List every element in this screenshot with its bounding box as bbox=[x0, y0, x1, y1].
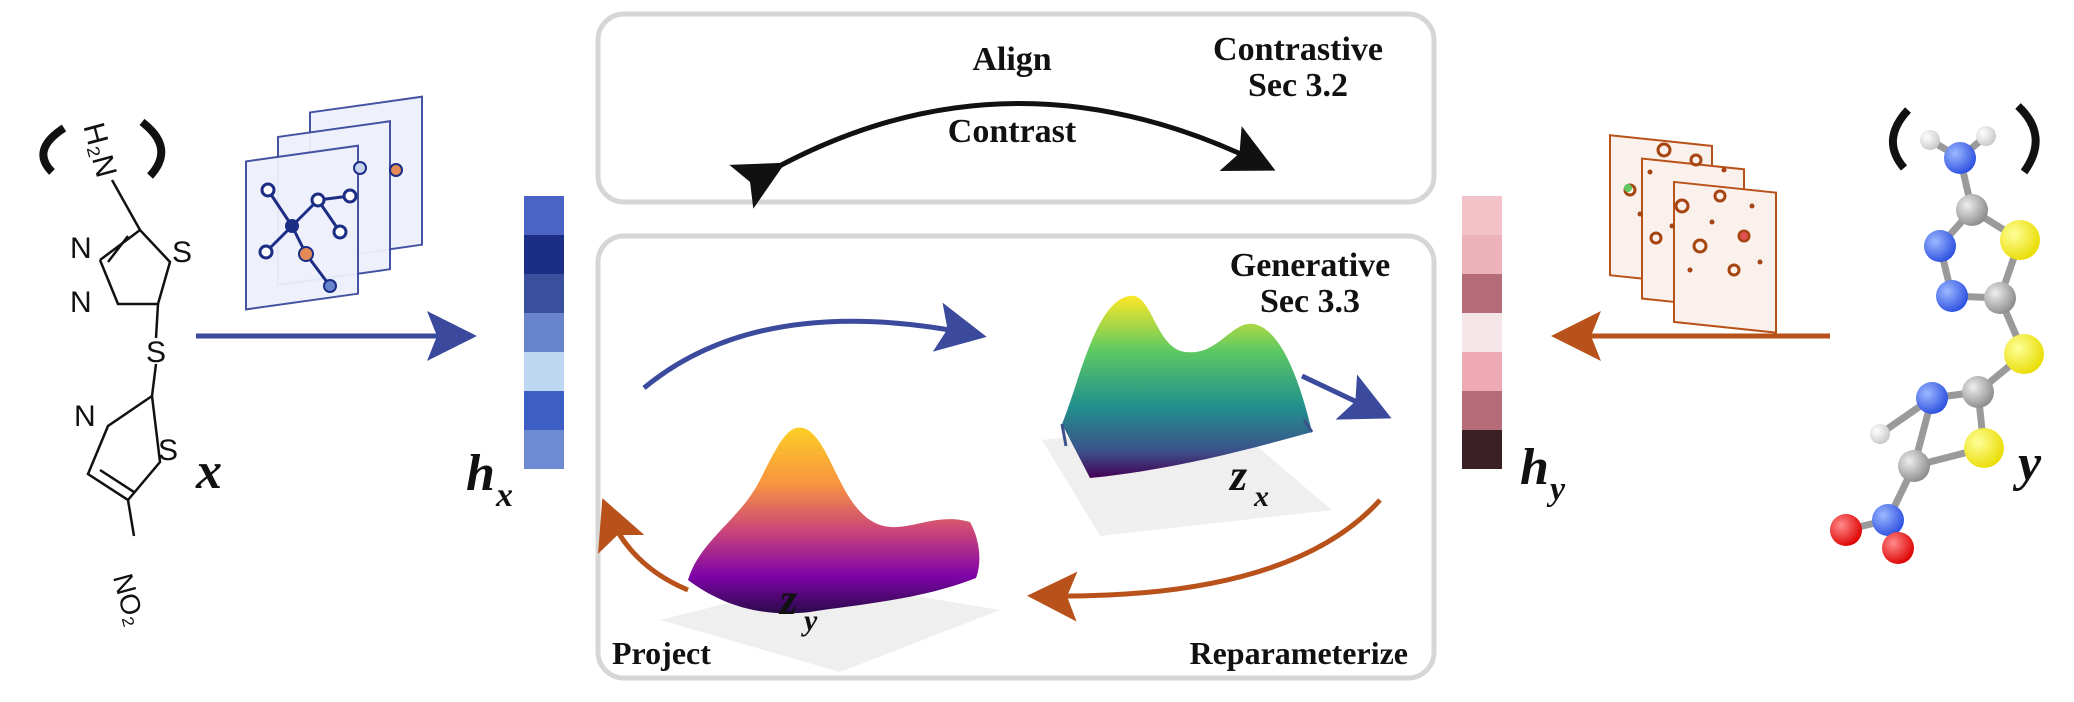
contrastive-section: Sec 3.2 bbox=[1248, 67, 1348, 104]
point-cloud-layers-icon bbox=[1609, 134, 1777, 334]
hy-sub: y bbox=[1546, 471, 1566, 508]
hy-cell-4 bbox=[1462, 313, 1502, 352]
zy-sub: y bbox=[801, 604, 818, 637]
hy-base: h bbox=[1520, 439, 1549, 496]
hx-cell-7 bbox=[524, 430, 564, 469]
contrastive-title: Contrastive bbox=[1213, 31, 1383, 68]
hx-embedding-bar bbox=[524, 196, 564, 469]
hx-cell-4 bbox=[524, 313, 564, 352]
reparameterize-arrow bbox=[1027, 498, 1382, 622]
zy-base: z bbox=[778, 575, 797, 624]
atom-n3: N bbox=[74, 400, 96, 433]
align-label: Align bbox=[972, 41, 1051, 78]
project-arrow bbox=[598, 498, 689, 593]
molecule-2d-labels: H₂N N N S S N S NO₂ bbox=[70, 119, 192, 629]
zx-out-arrow bbox=[1300, 373, 1392, 420]
molecule-2d-structure bbox=[39, 118, 172, 537]
zy-surface-plot: z y bbox=[660, 427, 1000, 672]
hy-cell-6 bbox=[1462, 391, 1502, 430]
hx-cell-1 bbox=[524, 196, 564, 235]
hy-cell-7 bbox=[1462, 430, 1502, 469]
hx-base: h bbox=[466, 445, 495, 502]
project-label: Project bbox=[612, 635, 711, 671]
hy-cell-2 bbox=[1462, 235, 1502, 274]
atom-n1: N bbox=[70, 232, 92, 265]
atom-s-link: S bbox=[146, 336, 166, 369]
y-label: y bbox=[2012, 435, 2042, 492]
atom-nh2: H₂N bbox=[76, 119, 122, 181]
atom-s1: S bbox=[172, 236, 192, 269]
encode-to-zx-arrow bbox=[642, 302, 987, 390]
contrast-label: Contrast bbox=[948, 113, 1077, 150]
zx-sub: x bbox=[1253, 480, 1269, 513]
hy-cell-5 bbox=[1462, 352, 1502, 391]
hy-cell-1 bbox=[1462, 196, 1502, 235]
generative-panel bbox=[595, 233, 1437, 681]
reparameterize-label: Reparameterize bbox=[1189, 635, 1408, 671]
atom-no2: NO₂ bbox=[107, 570, 151, 629]
hx-cell-3 bbox=[524, 274, 564, 313]
atom-n2: N bbox=[70, 286, 92, 319]
hx-sub: x bbox=[495, 477, 513, 514]
zx-base: z bbox=[1228, 451, 1247, 500]
hy-embedding-bar bbox=[1462, 196, 1502, 469]
hx-cell-6 bbox=[524, 391, 564, 430]
generative-section: Sec 3.3 bbox=[1260, 283, 1360, 320]
graph-layers-icon bbox=[245, 95, 423, 311]
hx-cell-2 bbox=[524, 235, 564, 274]
ball-and-stick-molecule-icon bbox=[1830, 103, 2044, 564]
atom-s2: S bbox=[158, 434, 178, 467]
generative-title: Generative bbox=[1230, 247, 1391, 284]
hx-cell-5 bbox=[524, 352, 564, 391]
hy-cell-3 bbox=[1462, 274, 1502, 313]
align-contrast-double-arrow bbox=[729, 101, 1276, 209]
x-label: x bbox=[195, 443, 222, 500]
zx-surface-plot: z x bbox=[1042, 295, 1332, 536]
